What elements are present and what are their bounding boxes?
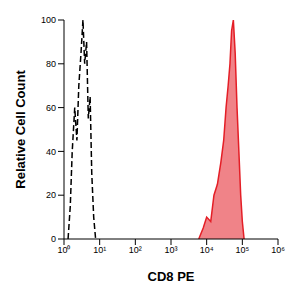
svg-text:10⁰: 10⁰	[57, 245, 70, 255]
svg-text:100: 100	[41, 15, 56, 25]
svg-text:0: 0	[51, 234, 56, 244]
svg-text:10⁵: 10⁵	[235, 245, 249, 255]
svg-text:10⁶: 10⁶	[271, 245, 285, 255]
svg-text:60: 60	[46, 103, 56, 113]
svg-text:10³: 10³	[164, 245, 177, 255]
svg-text:20: 20	[46, 190, 56, 200]
svg-text:10²: 10²	[129, 245, 142, 255]
svg-text:10⁴: 10⁴	[200, 245, 214, 255]
svg-text:80: 80	[46, 59, 56, 69]
svg-text:Relative Cell Count: Relative Cell Count	[13, 70, 28, 189]
svg-text:CD8 PE: CD8 PE	[148, 269, 195, 284]
svg-text:10¹: 10¹	[93, 245, 106, 255]
svg-text:40: 40	[46, 147, 56, 157]
